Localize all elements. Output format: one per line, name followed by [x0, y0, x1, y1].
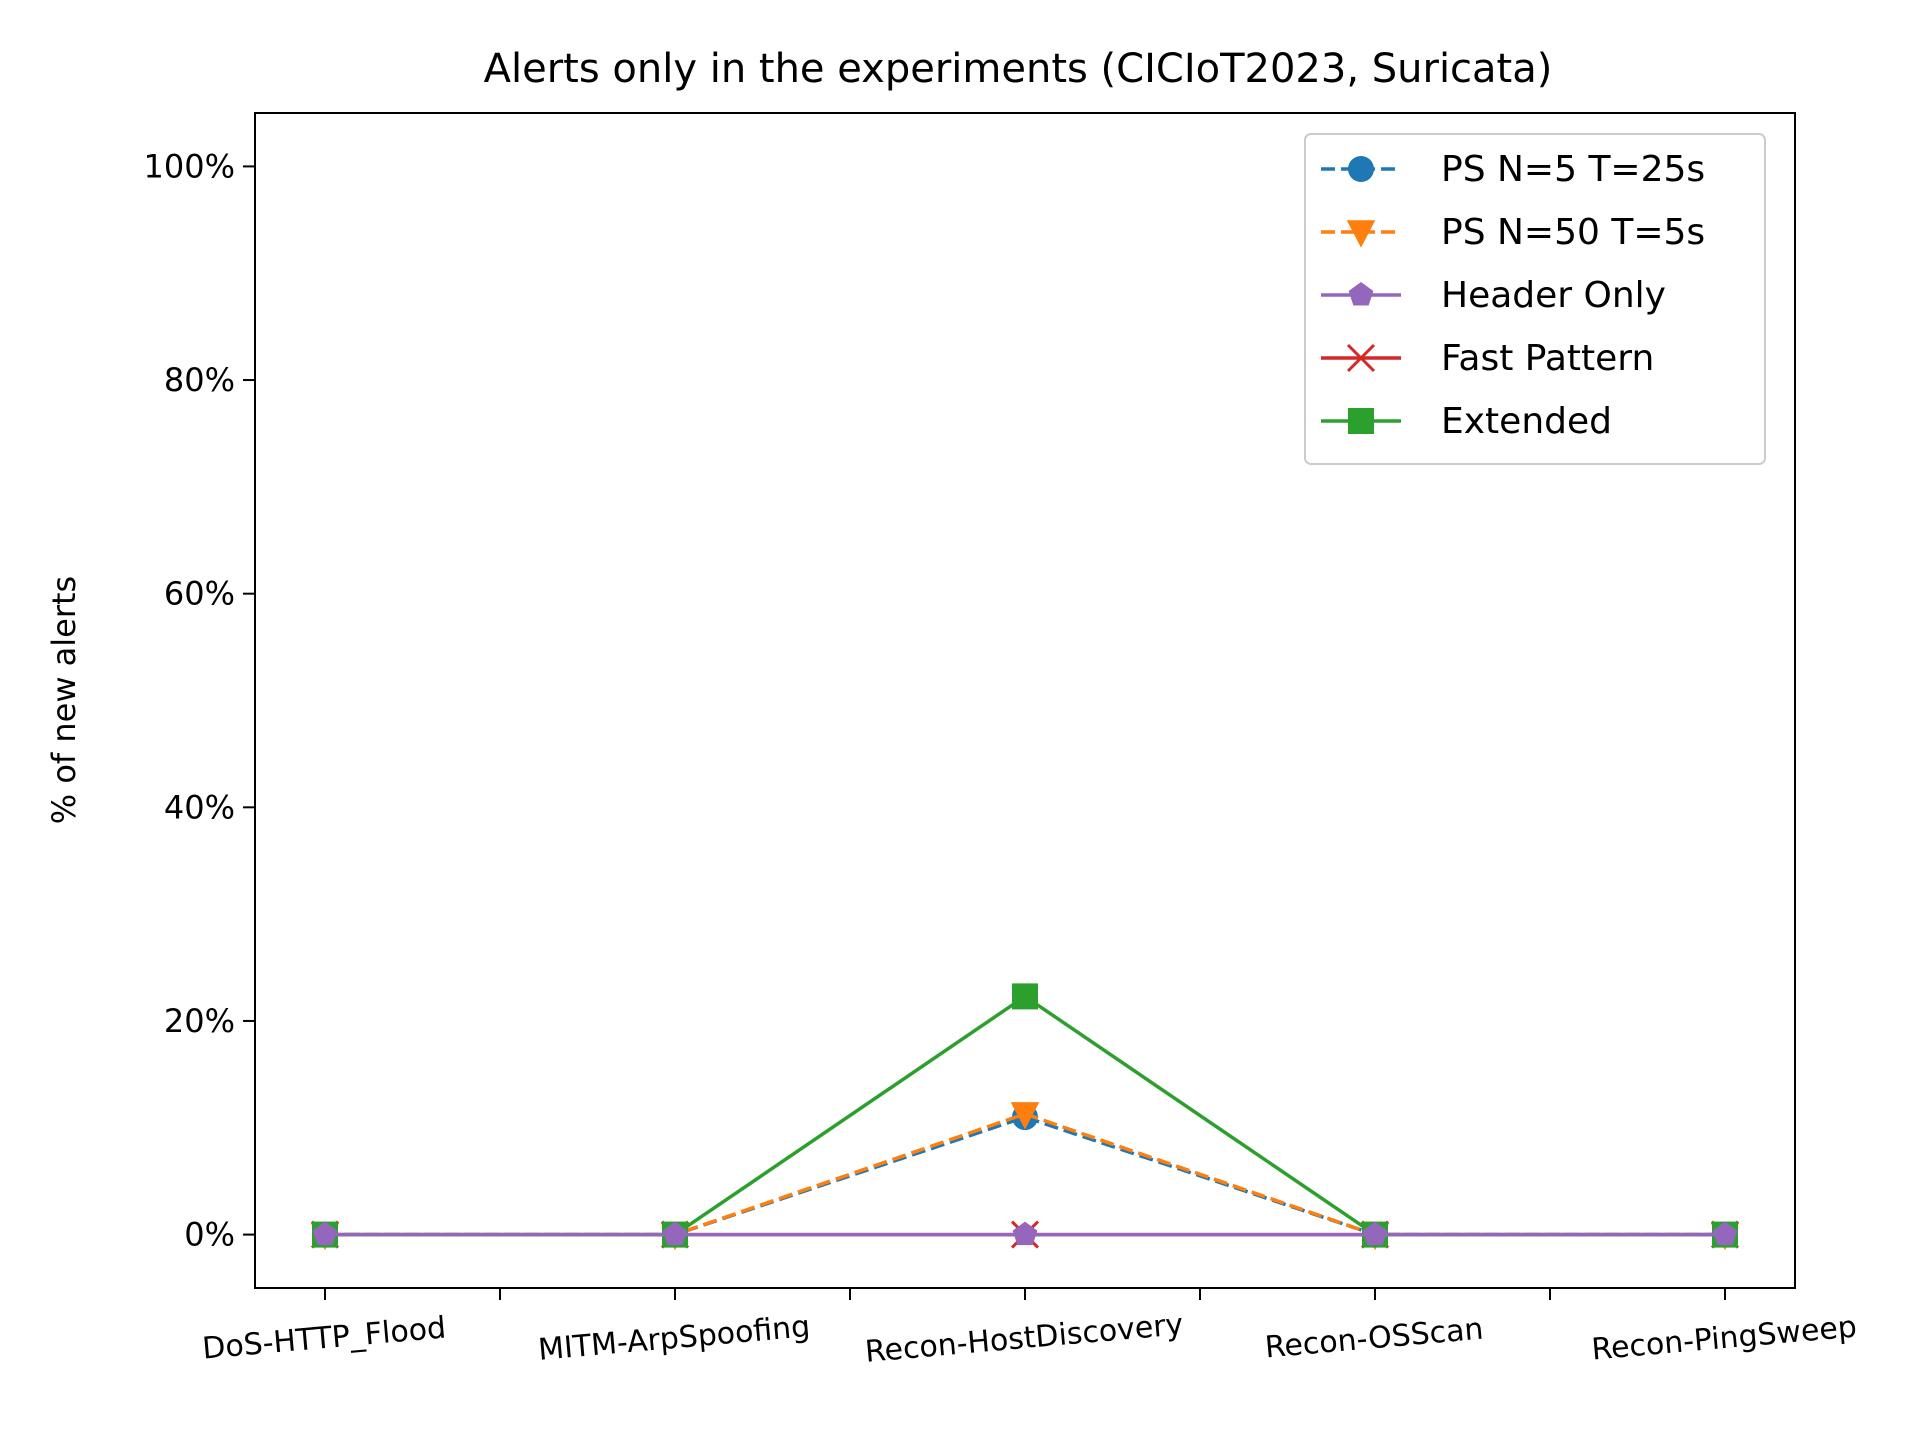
data-point [1012, 1221, 1038, 1246]
legend-marker [1346, 343, 1376, 373]
series-header-only [312, 1221, 1738, 1246]
series-line [325, 1112, 1725, 1237]
x-tick-label: MITM-ArpSpoofing [537, 1309, 812, 1368]
data-point [662, 1221, 688, 1246]
legend-marker [1346, 220, 1376, 248]
x-tick-label: Recon-OSScan [1264, 1312, 1485, 1366]
legend-marker [1348, 282, 1374, 306]
x-tick-label: Recon-PingSweep [1590, 1310, 1858, 1368]
y-tick-label: 60% [164, 575, 235, 613]
data-point [1012, 983, 1038, 1010]
legend-entry: PS N=5 T=25s [1321, 149, 1705, 190]
legend-marker [1348, 408, 1374, 434]
data-point [312, 1221, 338, 1246]
x-tick-label: DoS-HTTP_Flood [201, 1310, 448, 1366]
legend-label: PS N=50 T=5s [1441, 212, 1705, 253]
legend-entry: Header Only [1321, 275, 1666, 316]
y-tick-label: 100% [144, 147, 235, 185]
x-tick-label: Recon-HostDiscovery [864, 1307, 1185, 1370]
legend-entry: Fast Pattern [1321, 338, 1654, 379]
plot-frame [254, 112, 1796, 1289]
legend-frame [1304, 133, 1766, 465]
y-axis-label: % of new alerts [45, 576, 83, 824]
y-tick-label: 0% [184, 1216, 235, 1254]
chart-title: Alerts only in the experiments (CICIoT20… [484, 46, 1553, 92]
y-tick-label: 40% [164, 788, 235, 826]
legend-entry: PS N=50 T=5s [1321, 212, 1705, 253]
legend-label: PS N=5 T=25s [1441, 149, 1705, 190]
y-tick-label: 80% [164, 361, 235, 399]
legend-entry: Extended [1321, 401, 1612, 442]
legend: PS N=5 T=25s PS N=50 T=5s Header Only Fast … [1304, 133, 1766, 465]
data-point [1362, 1221, 1388, 1246]
data-point [1712, 1221, 1738, 1246]
y-tick-label: 20% [164, 1002, 235, 1040]
legend-marker [1348, 156, 1374, 182]
legend-label: Fast Pattern [1441, 338, 1654, 379]
legend-label: Extended [1441, 401, 1612, 442]
data-point [1010, 1102, 1040, 1130]
series-layer [310, 983, 1740, 1251]
series-line [325, 1115, 1725, 1237]
legend-label: Header Only [1441, 275, 1666, 316]
